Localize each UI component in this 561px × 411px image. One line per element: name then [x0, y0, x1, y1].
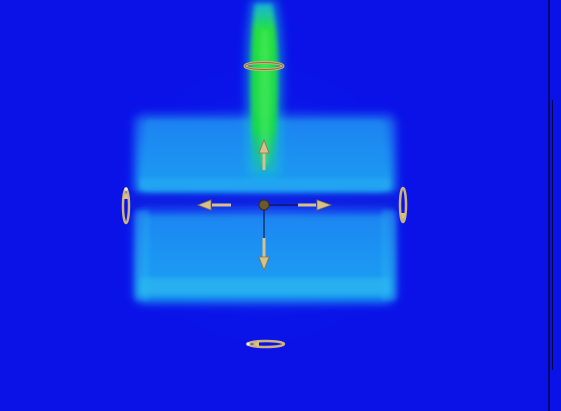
- move-handle[interactable]: [258, 199, 270, 211]
- rotate-ring-top[interactable]: [243, 61, 285, 71]
- rotate-ring-left[interactable]: [121, 187, 131, 225]
- translate-left-arrow[interactable]: [196, 199, 231, 211]
- translate-up-arrow[interactable]: [258, 138, 270, 170]
- rotate-ring-bottom[interactable]: [246, 339, 286, 349]
- rotate-ring-right[interactable]: [398, 186, 408, 224]
- translate-down-arrow[interactable]: [258, 238, 270, 272]
- viewport-border: [548, 0, 550, 411]
- translate-right-arrow[interactable]: [298, 199, 333, 211]
- transform-gizmo[interactable]: [121, 61, 408, 349]
- viewport-border-shadow: [552, 100, 553, 370]
